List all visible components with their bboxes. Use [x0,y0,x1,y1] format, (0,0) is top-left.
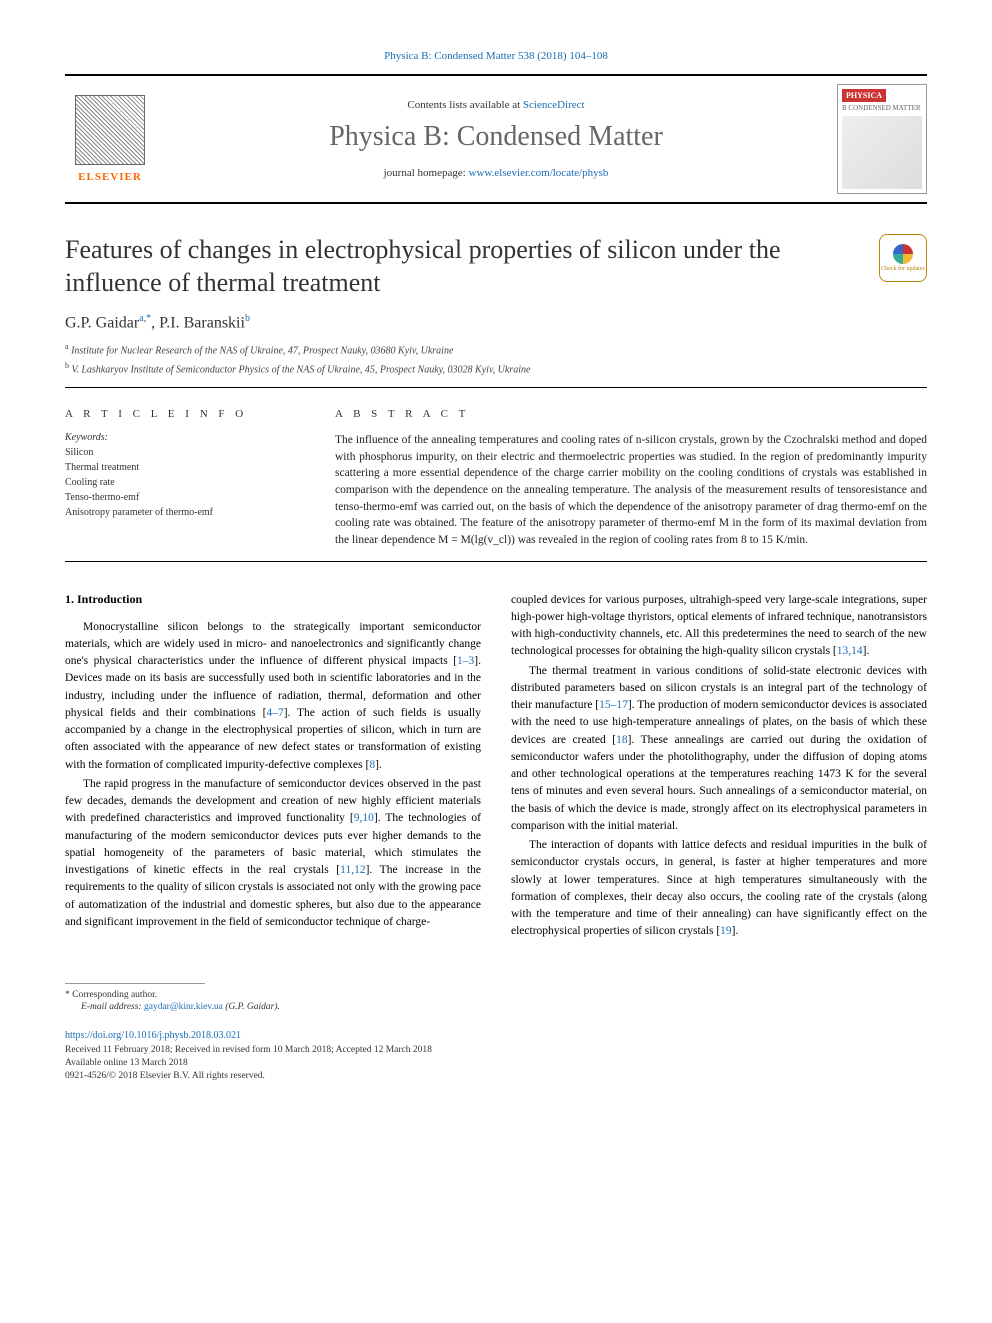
abstract-text: The influence of the annealing temperatu… [335,432,927,549]
cover-physica-tag: PHYSICA [842,89,886,102]
journal-cover-thumbnail: PHYSICA B CONDENSED MATTER [837,84,927,194]
affil-a-text: Institute for Nuclear Research of the NA… [71,346,453,357]
ref-link[interactable]: 9,10 [354,812,374,824]
received-dates: Received 11 February 2018; Received in r… [65,1044,927,1057]
p-text: The interaction of dopants with lattice … [511,839,927,937]
journal-citation-link[interactable]: Physica B: Condensed Matter 538 (2018) 1… [65,50,927,62]
right-column: coupled devices for various purposes, ul… [511,592,927,943]
journal-name: Physica B: Condensed Matter [155,121,837,153]
ref-link[interactable]: 19 [720,925,732,937]
journal-header: ELSEVIER Contents lists available at Sci… [65,74,927,204]
p-text: Monocrystalline silicon belongs to the s… [65,621,481,668]
check-updates-label: Check for updates [881,266,925,272]
doi-link[interactable]: https://doi.org/10.1016/j.physb.2018.03.… [65,1030,927,1041]
divider [65,387,927,388]
email-link[interactable]: gaydar@kinr.kiev.ua [144,1002,223,1012]
elsevier-tree-icon [75,95,145,165]
ref-link[interactable]: 15–17 [599,699,628,711]
available-online: Available online 13 March 2018 [65,1057,927,1070]
keyword: Thermal treatment [65,460,295,475]
page: Physica B: Condensed Matter 538 (2018) 1… [0,0,992,1124]
left-column: 1. Introduction Monocrystalline silicon … [65,592,481,943]
ref-link[interactable]: 1–3 [457,655,474,667]
affil-b-text: V. Lashkaryov Institute of Semiconductor… [72,364,531,375]
email-suffix: (G.P. Gaidar). [223,1002,280,1012]
homepage-prefix: journal homepage: [384,167,469,179]
affil-sup-a: a [65,342,69,351]
p-text: ]. These annealings are carried out duri… [511,734,927,832]
corresponding-author-note: * Corresponding author. [65,990,927,1000]
email-label: E-mail address: [81,1002,144,1012]
author-2-affil-sup: b [245,313,250,324]
p-text: ]. [863,645,870,657]
body-paragraph: The rapid progress in the manufacture of… [65,776,481,931]
authors: G.P. Gaidara,*, P.I. Baranskiib [65,313,927,332]
body-paragraph: Monocrystalline silicon belongs to the s… [65,619,481,774]
contents-line: Contents lists available at ScienceDirec… [155,99,837,111]
p-text: ]. [732,925,739,937]
body-columns: 1. Introduction Monocrystalline silicon … [65,592,927,943]
homepage-line: journal homepage: www.elsevier.com/locat… [155,167,837,179]
article-info-column: A R T I C L E I N F O Keywords: Silicon … [65,408,295,549]
title-row: Features of changes in electrophysical p… [65,234,927,299]
homepage-link[interactable]: www.elsevier.com/locate/physb [469,167,609,179]
body-paragraph: The interaction of dopants with lattice … [511,837,927,941]
crossmark-icon [893,244,913,264]
keyword: Anisotropy parameter of thermo-emf [65,505,295,520]
contents-prefix: Contents lists available at [407,99,522,111]
sciencedirect-link[interactable]: ScienceDirect [523,99,585,111]
keywords-label: Keywords: [65,432,295,443]
divider [65,561,927,562]
abstract-heading: A B S T R A C T [335,408,927,420]
cover-image-icon [842,116,922,189]
p-text: ]. [375,759,382,771]
ref-link[interactable]: 11,12 [340,864,365,876]
ref-link[interactable]: 18 [616,734,628,746]
footer-divider [65,983,205,984]
elsevier-label: ELSEVIER [78,171,142,183]
copyright: 0921-4526/© 2018 Elsevier B.V. All right… [65,1070,927,1083]
check-updates-badge[interactable]: Check for updates [879,234,927,282]
ref-link[interactable]: 4–7 [266,707,283,719]
affiliation-a: a Institute for Nuclear Research of the … [65,342,927,356]
header-center: Contents lists available at ScienceDirec… [155,99,837,179]
author-1-name: G.P. Gaidar [65,314,139,331]
ref-link[interactable]: 13,14 [837,645,863,657]
intro-heading: 1. Introduction [65,592,481,607]
article-title: Features of changes in electrophysical p… [65,234,879,299]
affil-sup-b: b [65,361,69,370]
keyword: Cooling rate [65,475,295,490]
elsevier-logo: ELSEVIER [65,89,155,189]
email-line: E-mail address: gaydar@kinr.kiev.ua (G.P… [81,1002,927,1012]
abstract-column: A B S T R A C T The influence of the ann… [335,408,927,549]
keyword: Silicon [65,445,295,460]
affiliation-b: b V. Lashkaryov Institute of Semiconduct… [65,361,927,375]
cover-subtitle: B CONDENSED MATTER [842,104,922,112]
keyword: Tenso-thermo-emf [65,490,295,505]
article-info-heading: A R T I C L E I N F O [65,408,295,420]
author-2-name: , P.I. Baranskii [151,314,245,331]
body-paragraph: The thermal treatment in various conditi… [511,663,927,836]
info-abstract-row: A R T I C L E I N F O Keywords: Silicon … [65,408,927,549]
body-paragraph: coupled devices for various purposes, ul… [511,592,927,661]
